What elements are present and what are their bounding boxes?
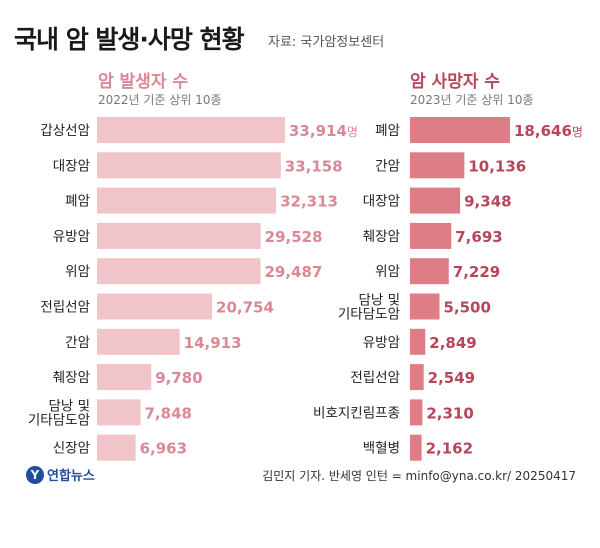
incidence-bar — [97, 399, 141, 426]
incidence-category-label: 대장암 — [53, 158, 90, 174]
yonhap-logo-icon: Y — [26, 465, 44, 484]
incidence-chart-subtitle: 2022년 기준 상위 10종 — [98, 93, 222, 107]
incidence-bar — [97, 187, 277, 214]
incidence-value-label: 32,313 — [280, 193, 338, 211]
incidence-category-label: 담낭 및 — [48, 398, 90, 414]
incidence-bar — [97, 293, 213, 320]
incidence-value-label: 14,913 — [184, 334, 242, 352]
incidence-value-label: 20,754 — [216, 299, 274, 317]
death-bar — [410, 364, 424, 391]
incidence-bar — [97, 222, 261, 249]
death-chart-subtitle: 2023년 기준 상위 10종 — [410, 93, 534, 107]
incidence-category-label: 신장암 — [53, 441, 90, 457]
death-category-label: 전립선암 — [350, 370, 400, 386]
death-value-label: 18,646명 — [514, 122, 583, 140]
death-category-label: 비호지킨림프종 — [313, 405, 400, 421]
death-value-label: 2,549 — [428, 369, 475, 387]
incidence-value-label: 33,158 — [285, 157, 343, 175]
incidence-category-label: 간암 — [65, 335, 90, 351]
incidence-bar — [97, 364, 152, 391]
death-bar — [410, 187, 461, 214]
death-bar — [410, 434, 422, 461]
incidence-value-label: 9,780 — [155, 369, 202, 387]
death-category-label: 췌장암 — [363, 229, 400, 245]
death-category-label: 백혈병 — [363, 441, 400, 457]
publisher-name: 연합뉴스 — [47, 469, 95, 484]
death-bar — [410, 222, 452, 249]
death-bar — [410, 117, 510, 143]
incidence-bar — [97, 328, 180, 355]
incidence-bar — [97, 258, 261, 285]
death-value-label: 5,500 — [443, 299, 490, 317]
death-value-label: 7,693 — [455, 228, 502, 246]
death-value-label: 9,348 — [464, 193, 511, 211]
incidence-value-label: 6,963 — [140, 440, 187, 458]
death-value-label: 7,229 — [453, 263, 500, 281]
incidence-category-label: 갑상선암 — [40, 123, 90, 139]
death-bar — [410, 152, 465, 179]
incidence-bar — [97, 152, 281, 179]
death-category-label: 폐암 — [375, 123, 400, 139]
page-title: 국내 암 발생·사망 현황 — [14, 25, 245, 54]
death-bar — [410, 258, 449, 285]
incidence-category-label: 폐암 — [65, 194, 90, 210]
incidence-category-label: 기타담도암 — [28, 412, 90, 428]
incidence-value-label: 7,848 — [145, 404, 192, 422]
incidence-value-label: 29,487 — [264, 263, 322, 281]
death-value-label: 2,310 — [426, 404, 473, 422]
death-category-label: 유방암 — [363, 335, 400, 351]
death-category-label: 대장암 — [363, 194, 400, 210]
death-chart-title: 암 사망자 수 — [410, 72, 501, 92]
incidence-category-label: 유방암 — [53, 229, 90, 245]
incidence-category-label: 위암 — [65, 264, 90, 280]
death-category-label: 위암 — [375, 264, 400, 280]
death-bar — [410, 399, 423, 426]
death-bar — [410, 328, 426, 355]
publisher-logo: Y 연합뉴스 — [26, 465, 95, 484]
death-bar — [410, 293, 440, 320]
incidence-value-label: 29,528 — [265, 228, 323, 246]
death-value-label: 10,136 — [468, 157, 526, 175]
death-category-label: 기타담도암 — [338, 307, 400, 323]
incidence-chart-title: 암 발생자 수 — [98, 72, 189, 92]
death-category-label: 담낭 및 — [358, 293, 400, 309]
incidence-bar — [97, 434, 136, 461]
death-value-label: 2,162 — [426, 440, 473, 458]
incidence-value-label: 33,914명 — [289, 122, 358, 140]
death-value-label: 2,849 — [429, 334, 476, 352]
incidence-category-label: 전립선암 — [40, 300, 90, 316]
source-note: 자료: 국가암정보센터 — [268, 35, 385, 50]
credit-line: 김민지 기자. 반세영 인턴 = minfo@yna.co.kr/ 202504… — [262, 469, 576, 483]
incidence-category-label: 췌장암 — [53, 370, 90, 386]
incidence-bar — [97, 117, 285, 143]
death-category-label: 간암 — [375, 158, 400, 174]
